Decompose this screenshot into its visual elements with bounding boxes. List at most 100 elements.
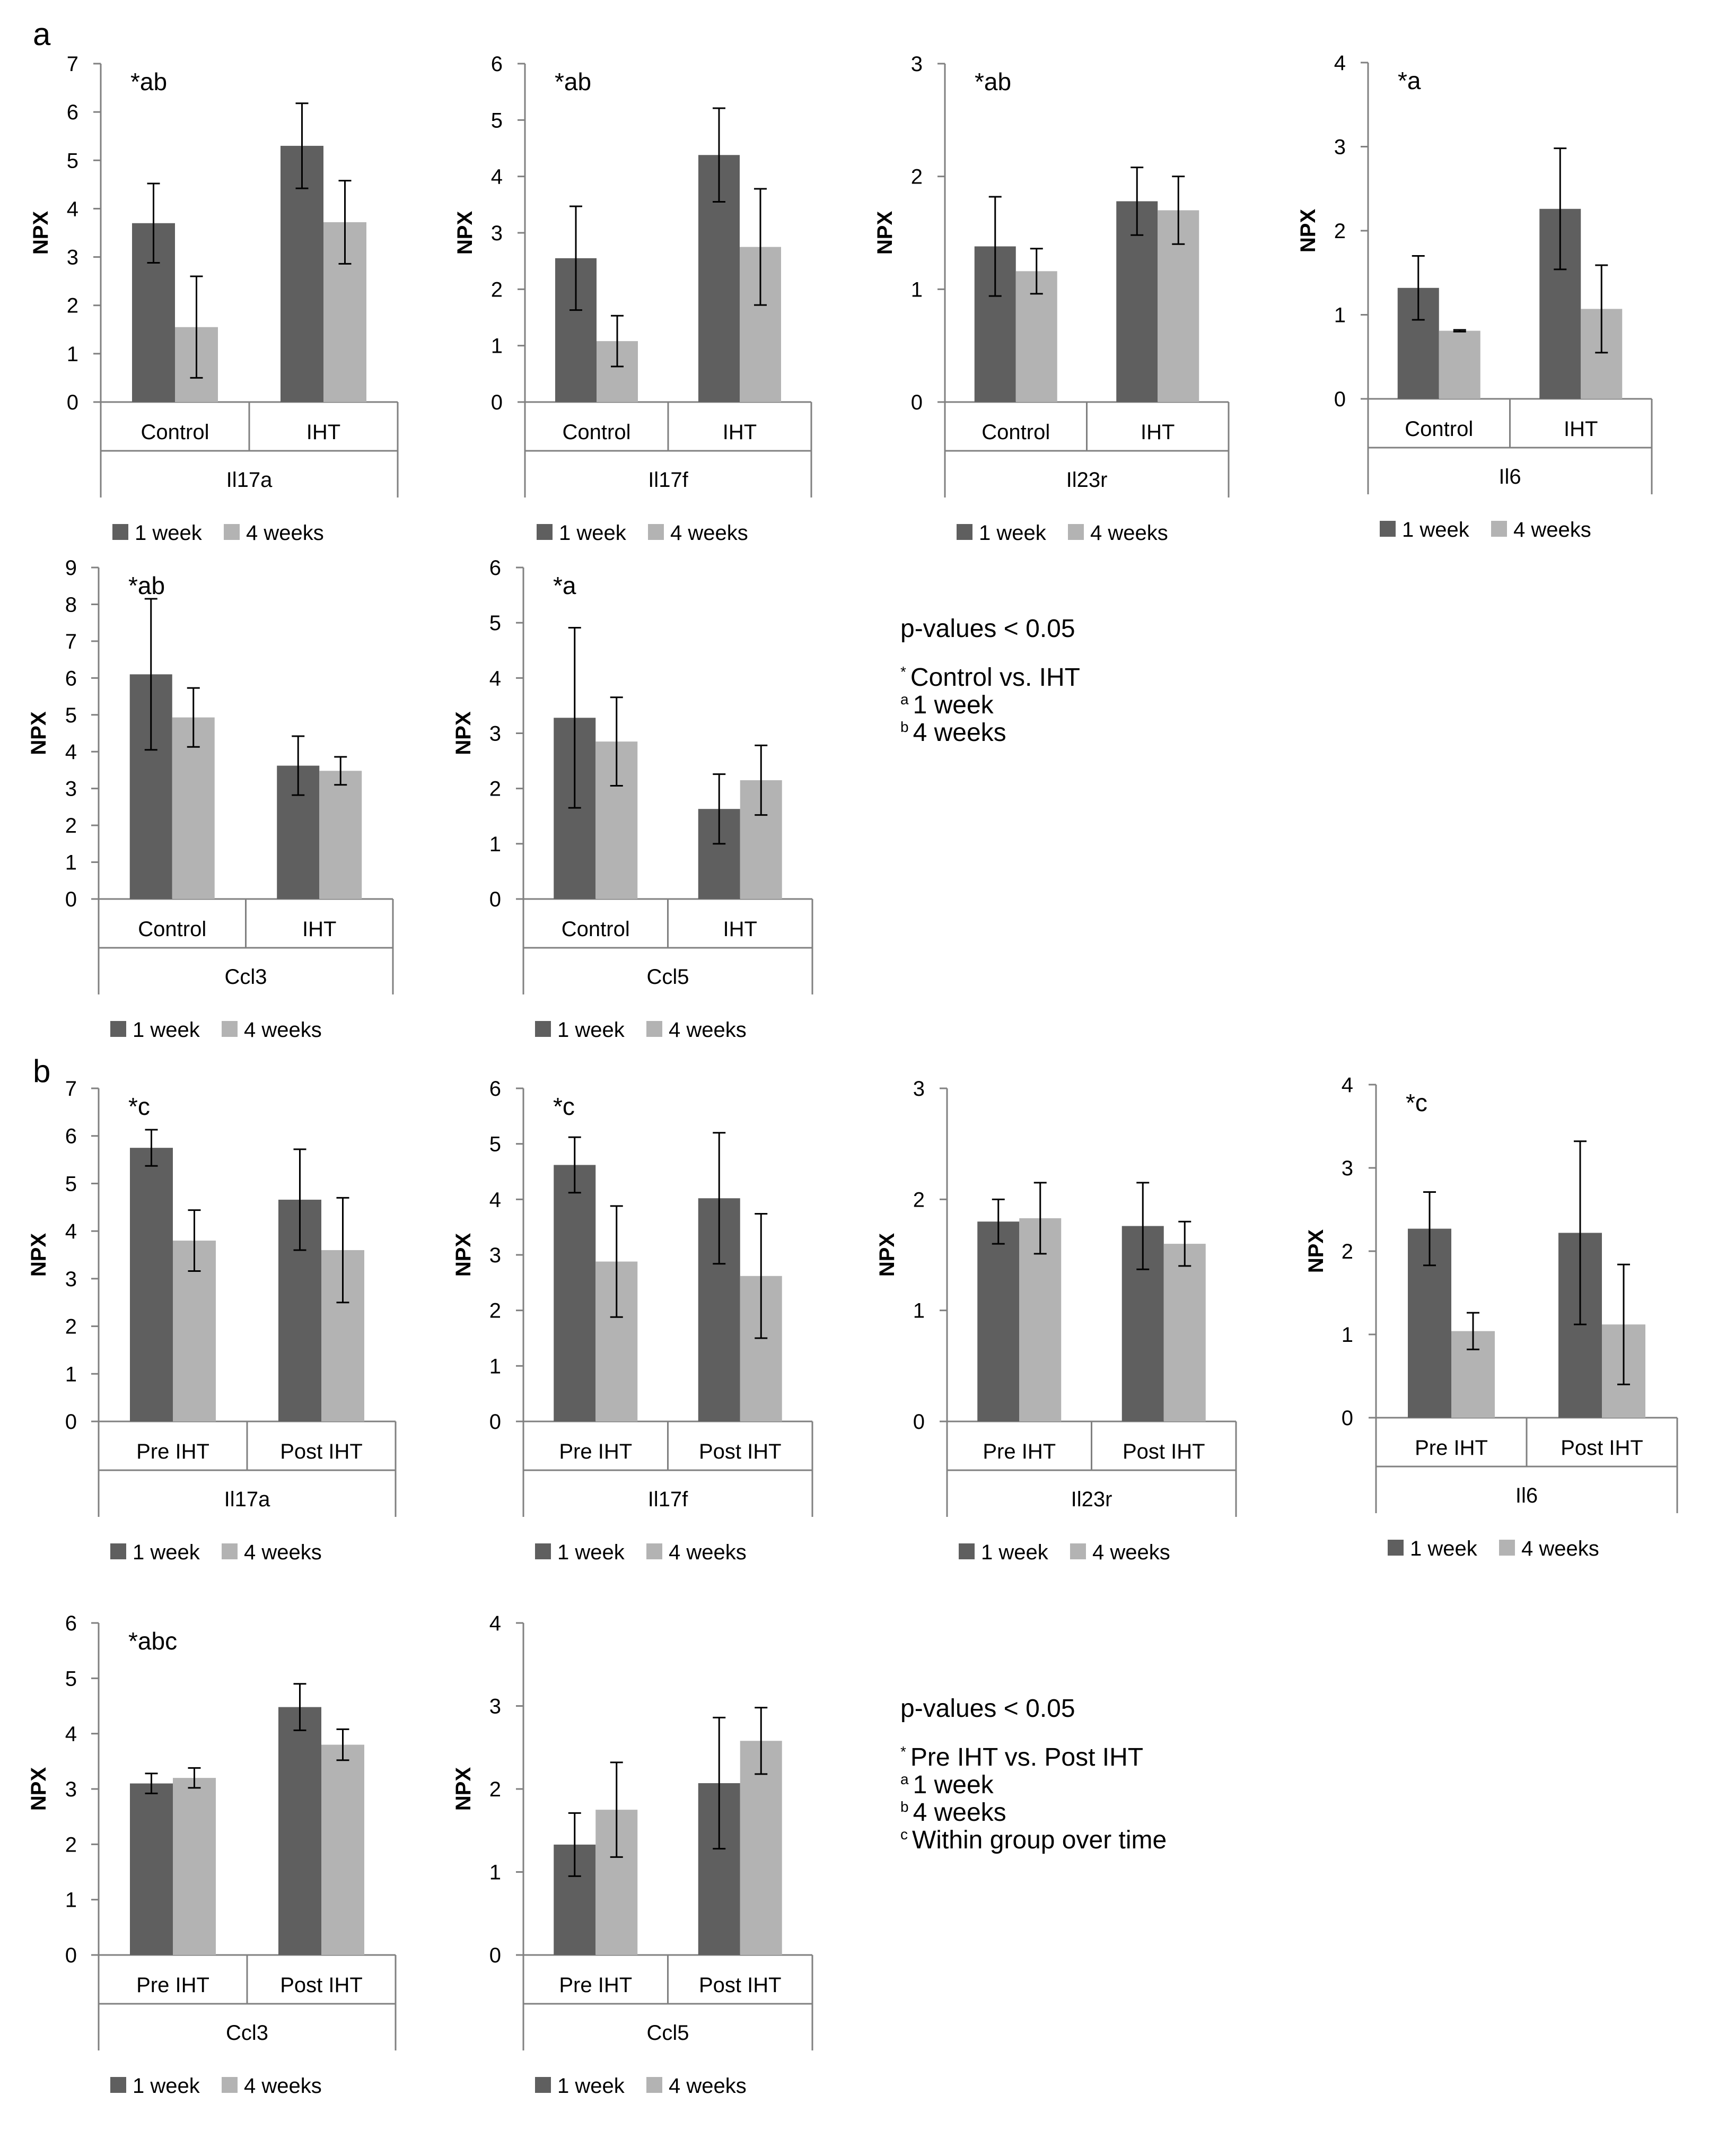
significance-annotation: *abc bbox=[128, 1627, 177, 1655]
bar-series1 bbox=[130, 1783, 173, 1955]
y-tick-label: 7 bbox=[65, 630, 77, 653]
chart-title: Il17a bbox=[226, 468, 273, 492]
legend-label-series1: 1 week bbox=[979, 521, 1047, 545]
chart-title: Il23r bbox=[1071, 1488, 1112, 1511]
y-tick-label: 6 bbox=[65, 667, 77, 690]
x-category-label: Control bbox=[563, 421, 631, 444]
x-category-label: IHT bbox=[1141, 421, 1175, 444]
y-tick-label: 0 bbox=[65, 1410, 77, 1434]
bar-series2 bbox=[1439, 330, 1480, 399]
legend-swatch-series2 bbox=[1070, 1543, 1086, 1559]
y-tick-label: 1 bbox=[489, 1355, 501, 1378]
y-tick-label: 2 bbox=[65, 1833, 77, 1856]
y-axis-label: NPX bbox=[453, 211, 477, 255]
legend-swatch-series2 bbox=[222, 2077, 238, 2093]
y-tick-label: 6 bbox=[489, 1077, 501, 1101]
x-category-label: Control bbox=[562, 918, 630, 941]
chart-title: Ccl5 bbox=[646, 965, 689, 989]
x-category-label: Pre IHT bbox=[983, 1440, 1056, 1463]
note-b-title: p-values < 0.05 bbox=[900, 1695, 1075, 1723]
x-category-label: Post IHT bbox=[280, 1974, 363, 1997]
y-tick-label: 3 bbox=[67, 246, 78, 269]
x-category-label: Post IHT bbox=[699, 1440, 782, 1463]
y-tick-label: 0 bbox=[65, 1944, 77, 1967]
x-category-label: IHT bbox=[1564, 417, 1598, 441]
y-tick-label: 3 bbox=[489, 1244, 501, 1267]
y-tick-label: 6 bbox=[491, 53, 503, 76]
x-category-label: Post IHT bbox=[1123, 1440, 1205, 1463]
y-tick-label: 4 bbox=[65, 1723, 77, 1746]
y-tick-label: 4 bbox=[491, 165, 503, 189]
y-tick-label: 6 bbox=[67, 101, 78, 124]
legend-label-series1: 1 week bbox=[1402, 518, 1470, 542]
y-axis-label: NPX bbox=[27, 1233, 50, 1277]
y-tick-label: 1 bbox=[65, 1889, 77, 1912]
note-a-text: Control vs. IHT bbox=[910, 664, 1080, 692]
bar-series1 bbox=[554, 1165, 596, 1421]
y-tick-label: 1 bbox=[489, 1861, 501, 1884]
chart-title: Ccl3 bbox=[226, 2021, 268, 2045]
y-tick-label: 1 bbox=[911, 278, 923, 301]
legend-swatch-series2 bbox=[1491, 521, 1507, 537]
legend-label-series2: 4 weeks bbox=[1092, 1541, 1170, 1564]
legend-label-series1: 1 week bbox=[559, 521, 627, 545]
legend-swatch-series1 bbox=[112, 524, 128, 540]
y-tick-label: 4 bbox=[1334, 51, 1346, 75]
y-tick-label: 4 bbox=[67, 197, 78, 221]
y-tick-label: 2 bbox=[65, 814, 77, 837]
y-tick-label: 4 bbox=[489, 1612, 501, 1635]
y-tick-label: 3 bbox=[65, 1778, 77, 1801]
legend-label-series1: 1 week bbox=[1410, 1537, 1478, 1560]
bar-series1 bbox=[977, 1221, 1020, 1421]
chart-title: Il17a bbox=[224, 1488, 270, 1511]
legend-label-series1: 1 week bbox=[557, 1541, 625, 1564]
y-tick-label: 4 bbox=[489, 1188, 501, 1211]
panel-label-a: a bbox=[33, 16, 51, 52]
y-tick-label: 5 bbox=[65, 704, 77, 727]
y-tick-label: 9 bbox=[65, 556, 77, 580]
y-tick-label: 6 bbox=[65, 1612, 77, 1635]
legend-swatch-series2 bbox=[648, 524, 664, 540]
legend-swatch-series2 bbox=[646, 2077, 662, 2093]
y-axis-label: NPX bbox=[873, 211, 897, 255]
legend-swatch-series1 bbox=[1388, 1540, 1404, 1556]
legend-label-series2: 4 weeks bbox=[670, 521, 748, 545]
bar-series2 bbox=[740, 1741, 782, 1955]
chart-title: Ccl5 bbox=[646, 2021, 689, 2045]
y-tick-label: 2 bbox=[1334, 220, 1346, 243]
legend-label-series2: 4 weeks bbox=[1521, 1537, 1599, 1560]
legend-label-series1: 1 week bbox=[135, 521, 203, 545]
chart-title: Il6 bbox=[1515, 1484, 1538, 1507]
significance-annotation: *c bbox=[553, 1093, 575, 1120]
significance-annotation: *ab bbox=[130, 68, 167, 95]
y-tick-label: 2 bbox=[489, 1778, 501, 1801]
y-tick-label: 4 bbox=[65, 1220, 77, 1243]
legend-label-series2: 4 weeks bbox=[669, 1541, 747, 1564]
legend-swatch-series1 bbox=[110, 2077, 126, 2093]
legend-swatch-series1 bbox=[535, 1021, 551, 1037]
y-axis-label: NPX bbox=[1304, 1229, 1328, 1273]
y-axis-label: NPX bbox=[452, 1233, 475, 1277]
note-b-text: 1 week bbox=[913, 1771, 994, 1799]
y-tick-label: 0 bbox=[489, 1944, 501, 1967]
y-tick-label: 1 bbox=[489, 833, 501, 856]
legend-label-series2: 4 weeks bbox=[244, 1541, 322, 1564]
y-tick-label: 3 bbox=[489, 1695, 501, 1718]
note-a-text: 4 weeks bbox=[913, 719, 1006, 747]
note-b-marker: c bbox=[900, 1826, 908, 1843]
y-tick-label: 0 bbox=[1342, 1407, 1353, 1430]
y-tick-label: 5 bbox=[491, 109, 503, 132]
note-b-line: c Within group over time bbox=[900, 1827, 1167, 1854]
note-a-title: p-values < 0.05 bbox=[900, 615, 1075, 643]
legend-label-series1: 1 week bbox=[557, 2074, 625, 2098]
legend-swatch-series2 bbox=[1499, 1540, 1515, 1556]
chart-title: Il23r bbox=[1066, 468, 1108, 492]
y-tick-label: 3 bbox=[65, 778, 77, 801]
panel-label-b: b bbox=[33, 1053, 51, 1089]
chart-title: Il17f bbox=[648, 1488, 688, 1511]
x-category-label: IHT bbox=[302, 918, 336, 941]
